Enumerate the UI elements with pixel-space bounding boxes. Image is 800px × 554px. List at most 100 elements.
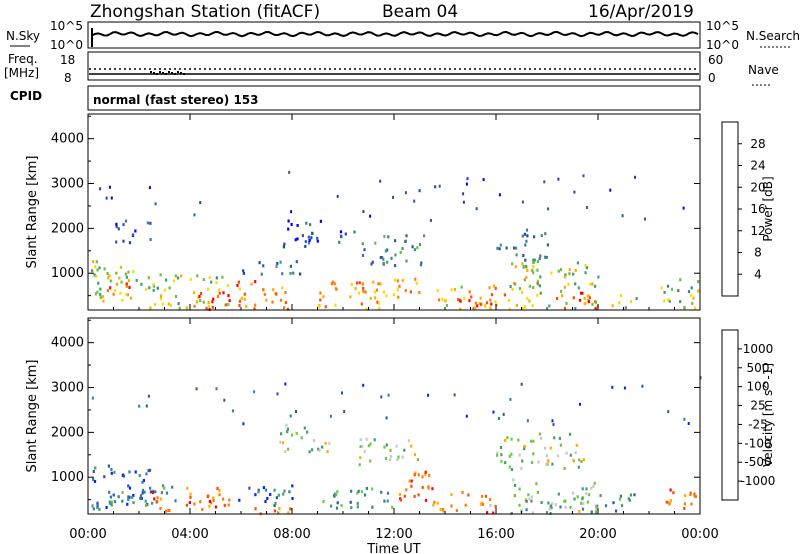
heatmap-cell xyxy=(383,235,386,238)
heatmap-cell xyxy=(574,282,577,286)
heatmap-cell xyxy=(532,452,535,456)
nsearch-tick-top: 10^5 xyxy=(706,19,739,33)
freq-unit: [MHz] xyxy=(4,66,39,80)
heatmap-cell xyxy=(593,300,597,304)
heatmap-cell xyxy=(563,307,567,310)
heatmap-cell xyxy=(159,273,162,277)
heatmap-cell xyxy=(528,497,531,501)
heatmap-cell xyxy=(604,504,608,508)
heatmap-cell xyxy=(317,305,320,309)
heatmap-cell xyxy=(544,232,547,236)
heatmap-cell xyxy=(304,240,307,244)
heatmap-cell xyxy=(371,487,374,491)
heatmap-cell xyxy=(486,511,489,515)
heatmap-cell xyxy=(287,447,290,451)
heatmap-cell xyxy=(590,486,593,490)
heatmap-cell xyxy=(394,239,397,243)
colorbar-tick-label: 28 xyxy=(750,137,765,151)
heatmap-cell xyxy=(103,267,106,271)
heatmap-cell xyxy=(565,301,568,305)
heatmap-cell xyxy=(533,235,536,239)
heatmap-cell xyxy=(108,185,111,189)
heatmap-cell xyxy=(159,497,162,501)
heatmap-cell xyxy=(683,417,686,421)
heatmap-cell xyxy=(253,307,256,311)
heatmap-cell xyxy=(580,460,583,464)
heatmap-cell xyxy=(115,222,118,226)
colorbar-tick-label: -500 xyxy=(744,455,771,469)
freq-scatter-mark xyxy=(183,73,185,75)
heatmap-cell xyxy=(546,243,549,247)
x-tick-label: 20:00 xyxy=(579,527,616,542)
x-axis-label: Time UT xyxy=(366,542,420,554)
heatmap-cell xyxy=(417,473,420,477)
colorbar-tick-label: 24 xyxy=(750,159,765,173)
heatmap-cell xyxy=(121,298,124,302)
heatmap-cell xyxy=(372,280,375,284)
heatmap-cell xyxy=(548,304,551,308)
heatmap-cell xyxy=(582,174,585,178)
heatmap-cell xyxy=(413,453,417,457)
heatmap-cell xyxy=(238,304,241,307)
heatmap-cell xyxy=(450,504,453,508)
heatmap-cell xyxy=(274,501,277,505)
heatmap-cell xyxy=(504,461,507,465)
heatmap-cell xyxy=(536,491,539,494)
heatmap-cell xyxy=(122,239,125,243)
heatmap-cell xyxy=(572,459,575,463)
heatmap-cell xyxy=(159,506,162,510)
heatmap-cell xyxy=(305,221,308,225)
heatmap-cell xyxy=(517,438,520,442)
heatmap-cell xyxy=(215,276,218,280)
heatmap-cell xyxy=(210,280,213,284)
heatmap-cell xyxy=(185,503,188,507)
heatmap-cell xyxy=(506,436,509,440)
heatmap-cell xyxy=(290,223,293,226)
heatmap-cell xyxy=(109,495,112,499)
heatmap-cell xyxy=(317,447,320,451)
heatmap-cell xyxy=(145,288,148,291)
heatmap-cell xyxy=(663,290,666,294)
heatmap-cell xyxy=(141,491,144,495)
heatmap-cell xyxy=(557,269,560,273)
heatmap-cell xyxy=(599,494,602,498)
colorbar: 4 8 12 16 20 24 28 Power [dB] xyxy=(721,121,775,297)
heatmap-cell xyxy=(356,491,359,495)
heatmap-cell xyxy=(513,246,516,250)
heatmap-cell xyxy=(335,493,338,497)
heatmap-cell xyxy=(419,263,422,267)
heatmap-cell xyxy=(149,490,152,494)
heatmap-cell xyxy=(518,503,521,507)
x-tick-label: 08:00 xyxy=(273,527,310,542)
colorbar-tick-label: 25 xyxy=(750,399,765,413)
heatmap-cell xyxy=(585,266,588,270)
y-tick-label: 2000 xyxy=(51,425,84,440)
heatmap-cell xyxy=(578,458,581,462)
heatmap-cell xyxy=(525,508,528,512)
heatmap-cell xyxy=(591,302,594,306)
heatmap-cell xyxy=(193,213,196,217)
heatmap-cell xyxy=(547,459,550,463)
heatmap-cell xyxy=(538,432,542,436)
heatmap-cell xyxy=(131,233,135,237)
heatmap-cell xyxy=(319,219,322,223)
heatmap-cell xyxy=(580,291,583,295)
heatmap-cell xyxy=(324,305,327,309)
heatmap-cell xyxy=(557,492,560,496)
heatmap-cell xyxy=(112,292,115,296)
heatmap-cell xyxy=(439,507,442,511)
heatmap-cell xyxy=(299,272,302,276)
heatmap-cell xyxy=(401,278,404,282)
heatmap-cell xyxy=(532,265,535,269)
heatmap-cell xyxy=(462,200,465,204)
heatmap-cell xyxy=(611,385,614,389)
freq-label: Freq. xyxy=(8,52,38,66)
heatmap-cell xyxy=(619,294,623,297)
heatmap-cell xyxy=(498,193,501,197)
heatmap-cell xyxy=(92,507,95,511)
heatmap-cell xyxy=(539,275,542,279)
heatmap-cell xyxy=(382,257,385,261)
heatmap-cell xyxy=(564,499,567,503)
heatmap-cell xyxy=(533,258,536,262)
heatmap-cell xyxy=(124,219,128,223)
